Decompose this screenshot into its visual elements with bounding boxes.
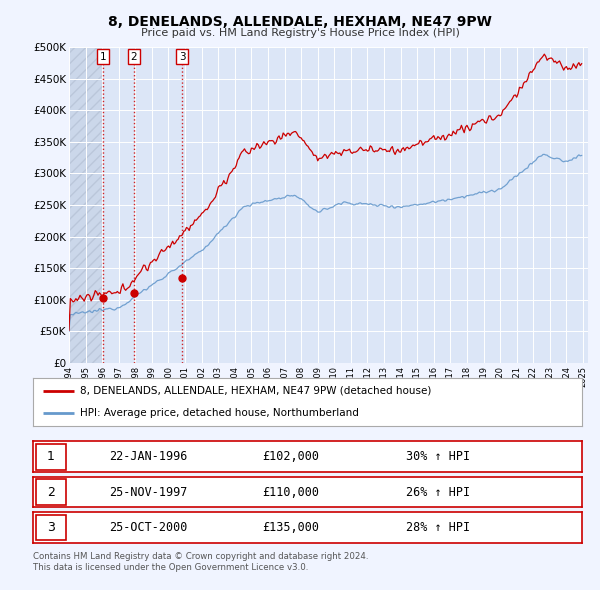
Text: 1: 1: [100, 52, 106, 62]
Text: 26% ↑ HPI: 26% ↑ HPI: [406, 486, 470, 499]
Text: 3: 3: [179, 52, 185, 62]
FancyBboxPatch shape: [36, 479, 66, 505]
FancyBboxPatch shape: [36, 514, 66, 540]
Text: £110,000: £110,000: [263, 486, 320, 499]
Text: 2: 2: [47, 486, 55, 499]
Text: 1: 1: [47, 450, 55, 463]
Text: £102,000: £102,000: [263, 450, 320, 463]
Text: Price paid vs. HM Land Registry's House Price Index (HPI): Price paid vs. HM Land Registry's House …: [140, 28, 460, 38]
Text: 25-OCT-2000: 25-OCT-2000: [109, 521, 187, 534]
Bar: [69, 47, 103, 363]
Text: 28% ↑ HPI: 28% ↑ HPI: [406, 521, 470, 534]
Text: 3: 3: [47, 521, 55, 534]
Text: 22-JAN-1996: 22-JAN-1996: [109, 450, 187, 463]
Text: 2: 2: [130, 52, 137, 62]
Text: HPI: Average price, detached house, Northumberland: HPI: Average price, detached house, Nort…: [80, 408, 359, 418]
Text: 25-NOV-1997: 25-NOV-1997: [109, 486, 187, 499]
Text: 8, DENELANDS, ALLENDALE, HEXHAM, NE47 9PW (detached house): 8, DENELANDS, ALLENDALE, HEXHAM, NE47 9P…: [80, 386, 431, 396]
Text: £135,000: £135,000: [263, 521, 320, 534]
Text: 30% ↑ HPI: 30% ↑ HPI: [406, 450, 470, 463]
Text: This data is licensed under the Open Government Licence v3.0.: This data is licensed under the Open Gov…: [33, 563, 308, 572]
Bar: [69, 47, 103, 363]
Text: 8, DENELANDS, ALLENDALE, HEXHAM, NE47 9PW: 8, DENELANDS, ALLENDALE, HEXHAM, NE47 9P…: [108, 15, 492, 30]
Text: Contains HM Land Registry data © Crown copyright and database right 2024.: Contains HM Land Registry data © Crown c…: [33, 552, 368, 561]
FancyBboxPatch shape: [36, 444, 66, 470]
